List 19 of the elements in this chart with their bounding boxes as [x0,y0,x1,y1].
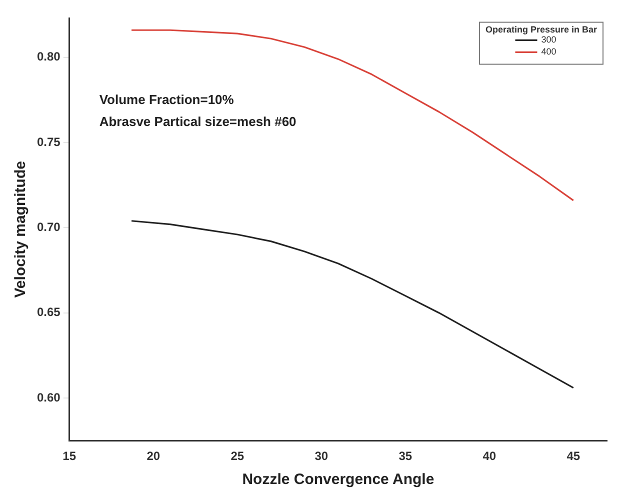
x-tick-label: 30 [314,449,328,464]
y-tick-label: 0.60 [36,390,61,404]
x-tick-label: 15 [62,449,76,464]
y-axis-title: Velocity magnitude [12,161,30,298]
y-tick-label: 0.70 [36,220,61,234]
annotation: Volume Fraction=10% [99,92,234,107]
y-tick-label: 0.75 [36,134,61,149]
x-axis-title: Nozzle Convergence Angle [242,471,434,488]
x-tick-label: 40 [482,449,496,464]
x-tick-label: 20 [146,449,160,464]
x-tick-label: 25 [230,449,244,464]
annotation: Abrasve Partical size=mesh #60 [99,114,296,129]
y-tick-label: 0.80 [36,50,61,64]
y-tick-label: 0.65 [36,305,61,320]
x-tick-label: 45 [566,449,580,464]
legend-label: 400 [541,46,556,57]
legend-label: 300 [541,34,556,45]
x-tick-label: 35 [398,449,412,464]
legend-title: Operating Pressure in Bar [485,24,598,35]
